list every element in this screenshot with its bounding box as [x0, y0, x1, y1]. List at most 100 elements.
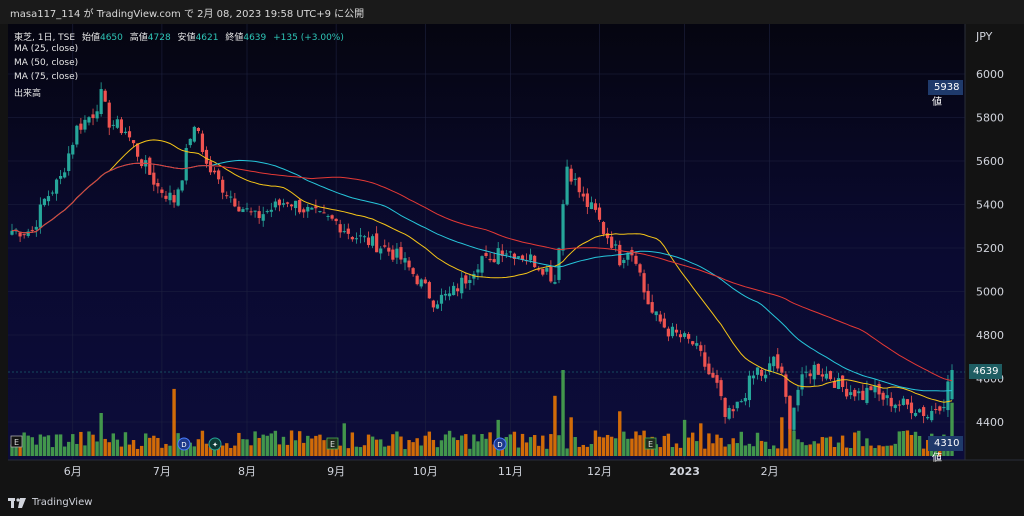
volume-bar [670, 447, 675, 456]
candle-body [34, 226, 38, 230]
candle-body [427, 282, 431, 299]
volume-bar [938, 447, 942, 456]
volume-bar [784, 448, 788, 456]
candle-body [711, 372, 715, 378]
ma75-legend[interactable]: MA (75, close) [14, 72, 79, 82]
volume-bar [14, 439, 18, 456]
volume-bar [816, 443, 820, 456]
price-tick-label: 4800 [976, 329, 1004, 342]
svg-text:E: E [330, 440, 335, 449]
volume-bar [727, 444, 731, 456]
candle-body [63, 172, 67, 178]
candle-body [452, 285, 456, 296]
volume-bar [889, 445, 893, 456]
candle-body [577, 177, 581, 193]
candle-body [841, 375, 845, 387]
candle-body [480, 256, 484, 273]
volume-legend[interactable]: 出来高 [14, 89, 42, 99]
candle-body [403, 258, 407, 263]
high-value: 4728 [147, 33, 171, 43]
volume-bar [609, 436, 614, 456]
candle-body [658, 314, 662, 322]
candle-body [759, 369, 764, 376]
candle-body [905, 399, 910, 405]
volume-bar [103, 438, 107, 456]
candle-body [281, 203, 286, 205]
time-tick-label: 8月 [238, 465, 256, 478]
candle-body [468, 280, 472, 284]
candle-body [545, 267, 549, 272]
candle-body [439, 294, 444, 304]
volume-bar [253, 431, 257, 456]
close-value: 4639 [243, 33, 267, 43]
volume-bar [897, 431, 902, 456]
volume-bar [824, 437, 829, 456]
volume-bar [508, 434, 513, 456]
earnings-icon[interactable] [644, 437, 657, 450]
candle-body [772, 356, 776, 367]
tradingview-logo[interactable]: TradingView [8, 497, 92, 508]
dividend-icon[interactable] [177, 437, 191, 451]
volume-bar [358, 447, 363, 456]
candle-body [662, 318, 666, 328]
candle-body [901, 398, 905, 406]
volume-bar [565, 448, 569, 456]
candle-body [695, 343, 699, 346]
candle-body [682, 333, 687, 337]
candle-body [885, 395, 889, 399]
candle-body [140, 159, 144, 167]
ma25-legend[interactable]: MA (25, close) [14, 44, 79, 54]
candle-body [893, 404, 897, 409]
grid-lines [8, 24, 965, 460]
time-axis: 6月 7月 8月 9月 10月 11月 12月 2023 2月 [64, 465, 779, 478]
candle-body [836, 378, 841, 390]
volume-bar [192, 446, 197, 456]
candle-body [208, 161, 213, 173]
candle-body [788, 396, 792, 429]
chart-area[interactable]: 4400 4600 4800 5000 5200 5400 5600 5800 6000 6月 7… [0, 24, 1024, 488]
candle-body [824, 373, 828, 379]
volume-bar [75, 443, 79, 456]
candle-body [322, 212, 326, 214]
candle-body [751, 375, 756, 379]
volume-bar [111, 433, 115, 456]
candle-body [869, 386, 873, 391]
dividend-icon[interactable] [493, 437, 507, 451]
candle-body [119, 119, 123, 134]
volume-bar [812, 441, 816, 456]
time-tick-label: 7月 [153, 465, 171, 478]
candle-body [257, 211, 261, 219]
volume-bar [318, 434, 322, 456]
low-label: 安値 [177, 33, 196, 43]
axis-background [965, 24, 1024, 460]
price-tick-label: 5800 [976, 112, 1004, 125]
volume-bar [678, 447, 683, 456]
volume-bar [541, 435, 545, 456]
earnings-icon[interactable] [10, 435, 23, 448]
volume-bar [828, 436, 833, 456]
volume-bar [853, 432, 857, 456]
ma50-legend[interactable]: MA (50, close) [14, 58, 79, 68]
volume-bar [403, 449, 407, 456]
volume-bar [119, 446, 124, 456]
candle-body [549, 266, 553, 282]
time-tick-label: 2月 [761, 465, 779, 478]
volume-bar [135, 448, 140, 456]
candle-body [492, 259, 496, 263]
candle-body [269, 209, 273, 212]
split-icon[interactable] [208, 437, 222, 451]
candle-body [326, 215, 330, 217]
candle-body [443, 293, 448, 296]
earnings-icon[interactable] [326, 437, 339, 450]
candle-body [435, 304, 440, 309]
volume-bar [524, 442, 529, 456]
candle-body [845, 388, 849, 397]
volume-bar [913, 431, 918, 456]
volume-bar [703, 448, 707, 456]
volume-bar [233, 445, 237, 456]
volume-bar [772, 445, 776, 456]
volume-bar [399, 436, 403, 456]
candle-body [796, 389, 800, 406]
volume-bar [865, 438, 869, 456]
